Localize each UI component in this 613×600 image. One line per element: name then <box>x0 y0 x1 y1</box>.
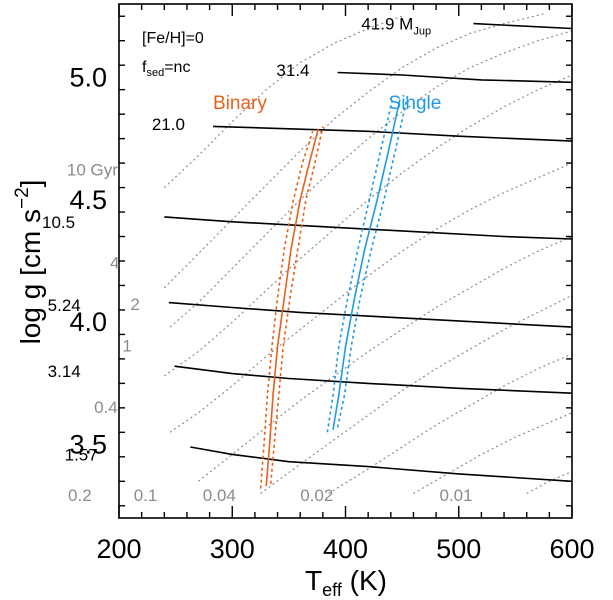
y-tick-label: 4.5 <box>69 185 107 215</box>
x-tick-label: 500 <box>436 534 481 564</box>
x-tick-label: 400 <box>323 534 368 564</box>
mass-track-label: 3.14 <box>48 362 81 381</box>
isochrone-label: 0.2 <box>68 486 92 505</box>
mass-track-label-main: 41.9 M <box>361 15 413 34</box>
mass-track-line <box>337 71 572 84</box>
series-central-line <box>265 128 320 487</box>
isochrone-line <box>163 13 544 289</box>
series-label: Single <box>389 93 442 114</box>
series-lower-bound <box>259 131 314 489</box>
mass-track-label: 21.0 <box>152 115 185 134</box>
mass-track-line <box>168 301 572 328</box>
y-axis-title-sup: −2 <box>12 187 33 209</box>
isochrone-line <box>163 74 572 377</box>
series-lower-bound <box>326 101 393 433</box>
y-axis-title: log g [cm s−2] <box>12 180 46 345</box>
mass-track-label-main: 5.24 <box>48 296 81 315</box>
mass-track-label-main: 3.14 <box>48 362 81 381</box>
mass-track-line <box>190 446 572 483</box>
metallicity-label: [Fe/H]=0 <box>142 30 204 47</box>
isochrone-label: 0.02 <box>300 486 333 505</box>
mass-track-line <box>164 216 572 240</box>
mass-track-line <box>212 125 572 142</box>
mass-track-label: 5.24 <box>48 296 81 315</box>
fsed-label-rest: =nc <box>164 59 190 76</box>
y-axis-title-main: log g [cm s <box>15 209 46 344</box>
isochrone-line <box>169 30 572 328</box>
isochrone-label: 0.4 <box>94 398 118 417</box>
x-axis-title-rest: (K) <box>342 565 387 596</box>
series-upper-bound <box>336 94 409 428</box>
mass-track-line <box>174 365 572 394</box>
x-axis-title-sub: eff <box>322 580 343 600</box>
series-label: Binary <box>213 93 267 114</box>
isochrone-line <box>260 294 572 494</box>
mass-track-line <box>473 22 572 30</box>
x-tick-label: 300 <box>210 534 255 564</box>
series-central-line <box>332 99 401 431</box>
x-tick-label: 600 <box>549 534 594 564</box>
y-axis-title-rest: ] <box>15 180 46 188</box>
mass-track-label: 41.9 MJup <box>361 15 431 38</box>
fsed-label: fsed=nc <box>142 59 190 79</box>
mass-track-label-main: 31.4 <box>276 61 309 80</box>
isochrone-label: 0.1 <box>134 486 158 505</box>
x-axis-title: Teff (K) <box>305 565 387 600</box>
isochrone-label: 0.01 <box>439 486 472 505</box>
mass-track-label: 1.57 <box>65 445 98 464</box>
y-tick-label: 5.0 <box>69 62 107 92</box>
isochrone-label: 2 <box>130 295 139 314</box>
isochrone-label: 1 <box>122 337 131 356</box>
series-upper-bound <box>270 126 324 484</box>
y-tick-label: 4.0 <box>69 307 107 337</box>
isochrone-label: 4 <box>110 253 119 272</box>
isochrone-line <box>526 470 572 495</box>
y-tick-label: 3.5 <box>69 430 107 460</box>
fsed-label-main: f <box>142 59 147 76</box>
isochrone-label: 10 Gyr <box>67 160 118 179</box>
mass-track-label-main: 10.5 <box>42 213 75 232</box>
mass-track-label-main: 1.57 <box>65 445 98 464</box>
mass-track-label: 10.5 <box>42 213 75 232</box>
isochrone-label: 0.04 <box>203 486 236 505</box>
mass-track-label: 31.4 <box>276 61 309 80</box>
fsed-label-sub: sed <box>146 67 164 79</box>
x-axis-title-main: T <box>305 565 322 596</box>
x-tick-label: 200 <box>96 534 141 564</box>
mass-track-label-sub: Jup <box>413 26 431 38</box>
mass-track-label-main: 21.0 <box>152 115 185 134</box>
